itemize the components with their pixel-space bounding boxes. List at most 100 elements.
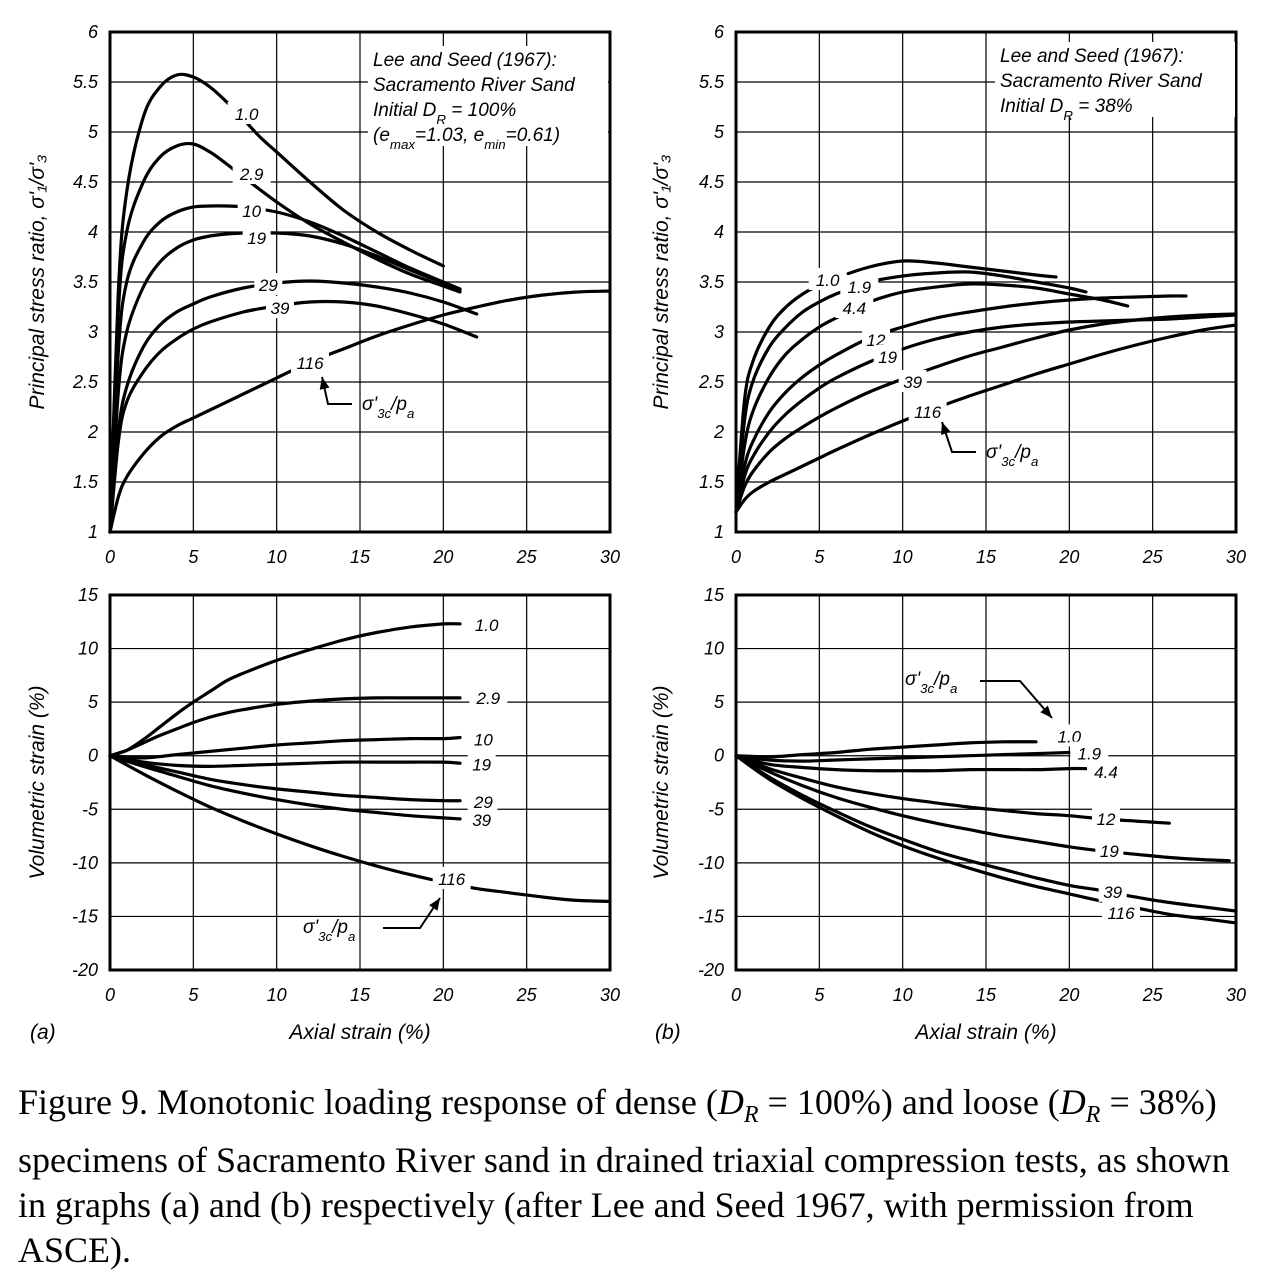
series-label-116: 116 — [438, 870, 466, 889]
series-label-39: 39 — [903, 373, 922, 392]
y-tick-label: 2.5 — [72, 372, 99, 392]
x-tick-label: 15 — [976, 547, 997, 567]
series-line-4.4 — [734, 754, 1088, 773]
caption-subscript: R — [1085, 1102, 1101, 1129]
panel-label: (b) — [655, 1021, 681, 1044]
series-line-116 — [734, 754, 1238, 925]
series-line-1.0 — [108, 72, 445, 534]
series-line-12 — [734, 294, 1188, 514]
series-label-bg — [432, 866, 471, 889]
series-label-116: 116 — [914, 403, 942, 422]
series-label-1.0: 1.0 — [475, 616, 499, 635]
series-label-bg — [1087, 759, 1125, 782]
y-tick-label: -10 — [72, 853, 98, 873]
series-label-bg — [873, 345, 902, 367]
series-label-19: 19 — [878, 348, 897, 367]
series-line-39 — [734, 754, 1238, 913]
series-label-4.4: 4.4 — [843, 299, 867, 318]
figure-caption: Figure 9. Monotonic loading response of … — [18, 1080, 1258, 1273]
series-label-bg — [1098, 879, 1127, 902]
chart-b-stress-ratio: 0 5 10 15 20 25 30 1 1.5 2 2.5 3 3.5 4 4.5 5 5.5 6 Princip… — [650, 22, 1246, 567]
series-label-29: 29 — [258, 276, 278, 295]
y-tick-label: 4 — [88, 222, 98, 242]
x-tick-label: 30 — [1226, 547, 1246, 567]
caption-part: = 100%) and loose ( — [758, 1082, 1060, 1122]
x-tick-label: 0 — [105, 985, 115, 1005]
series-label-bg — [1050, 724, 1089, 747]
series-line-2.9 — [108, 696, 462, 758]
y-tick-label: 4.5 — [73, 172, 99, 192]
series-line-19 — [108, 754, 462, 768]
series-line-10 — [108, 735, 462, 760]
y-tick-label: 4.5 — [699, 172, 725, 192]
y-tick-label: 1 — [714, 522, 724, 542]
chart-a-stress-ratio: 0 5 10 15 20 25 30 1 1.5 2 2.5 3 3.5 4 4.5 5 5.5 6 Princip… — [26, 22, 620, 567]
x-tick-label: 25 — [1142, 547, 1164, 567]
series-label-29: 29 — [473, 793, 493, 812]
x-tick-label: 30 — [1226, 985, 1246, 1005]
series-label-bg — [898, 370, 927, 392]
series-label-19: 19 — [472, 755, 491, 774]
series-label-bg — [1095, 839, 1124, 862]
y-tick-label: 5 — [88, 122, 99, 142]
x-tick-label: 30 — [600, 547, 620, 567]
x-tick-label: 10 — [893, 985, 913, 1005]
series-label-bg — [908, 400, 947, 422]
y-tick-label: 5.5 — [73, 72, 99, 92]
y-tick-label: 1.5 — [699, 472, 725, 492]
series-line-19 — [108, 231, 462, 534]
y-tick-label: 5 — [714, 122, 725, 142]
legend-arrowhead — [319, 377, 330, 390]
x-tick-label: 25 — [516, 985, 538, 1005]
series-label-bg — [227, 102, 266, 124]
plot-frame — [734, 30, 1238, 534]
legend-arrowhead — [1040, 705, 1052, 718]
panel-label: (a) — [30, 1021, 56, 1044]
x-tick-label: 5 — [814, 547, 825, 567]
legend-label-confining-stress: σ'3c/pa — [986, 442, 1038, 469]
annotation-bg — [995, 42, 1235, 117]
series-label-bg — [467, 613, 506, 635]
y-tick-label: 3.5 — [699, 272, 725, 292]
series-label-10: 10 — [242, 202, 261, 221]
y-tick-label: 2.5 — [698, 372, 725, 392]
plot-frame — [734, 593, 1238, 972]
series-label-bg — [840, 275, 879, 297]
series-label-bg — [1102, 901, 1140, 924]
series-line-2.9 — [108, 141, 462, 534]
series-line-19 — [734, 754, 1231, 863]
series-label-bg — [254, 273, 283, 295]
series-label-39: 39 — [1103, 883, 1122, 902]
series-label-bg — [237, 199, 266, 221]
x-tick-label: 20 — [1058, 985, 1079, 1005]
series-line-29 — [108, 279, 479, 534]
y-tick-label: -15 — [72, 906, 99, 926]
series-line-1.0 — [108, 622, 462, 758]
y-axis-label: Volumetric strain (%) — [650, 685, 673, 879]
caption-symbol: D — [717, 1082, 744, 1122]
series-line-1.0 — [734, 740, 1038, 759]
x-tick-label: 15 — [976, 985, 997, 1005]
y-tick-label: 10 — [704, 639, 724, 659]
y-tick-label: 15 — [704, 585, 725, 605]
y-tick-label: -5 — [708, 799, 725, 819]
y-tick-label: 3 — [88, 322, 98, 342]
y-tick-label: 15 — [78, 585, 99, 605]
series-label-bg — [862, 328, 890, 350]
y-tick-label: 3.5 — [73, 272, 99, 292]
y-tick-label: 0 — [714, 746, 724, 766]
series-label-bg — [1092, 806, 1120, 829]
series-label-2.9: 2.9 — [239, 165, 264, 184]
series-line-39 — [108, 299, 479, 534]
plot-frame — [108, 593, 612, 972]
x-tick-label: 10 — [267, 985, 287, 1005]
figure-9-charts: 0 5 10 15 20 25 3011.522.533.544.555.56Princip… — [26, 22, 1246, 1044]
series-label-116: 116 — [1107, 904, 1135, 923]
legend-label-confining-stress: σ'3c/pa — [303, 917, 355, 944]
legend-arrowhead — [429, 898, 440, 911]
x-tick-label: 0 — [731, 547, 741, 567]
y-tick-label: -10 — [698, 853, 724, 873]
